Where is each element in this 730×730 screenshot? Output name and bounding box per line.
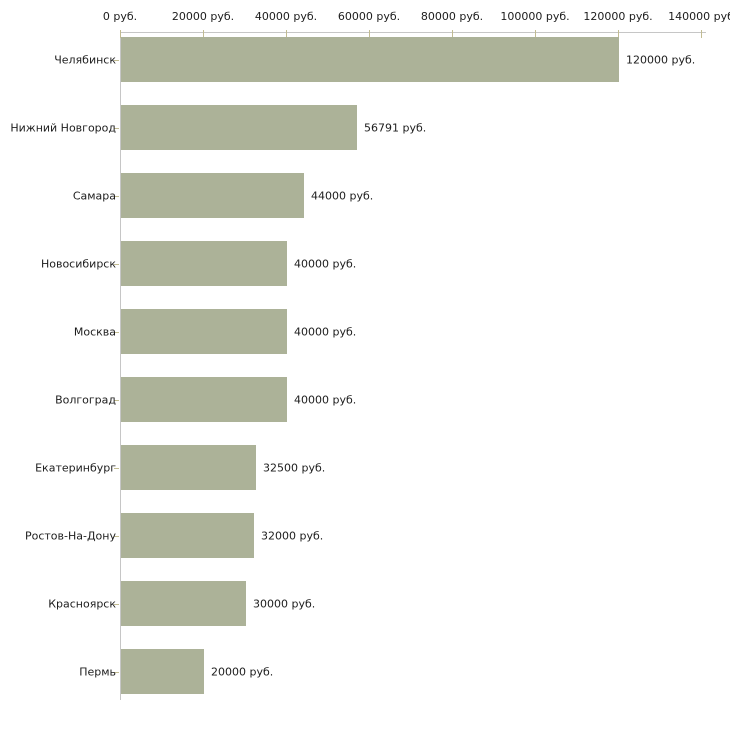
- bar: [121, 241, 287, 286]
- category-label: Челябинск: [54, 53, 116, 66]
- category-label: Самара: [72, 189, 116, 202]
- bar: [121, 37, 619, 82]
- bar: [121, 513, 254, 558]
- value-label: 32000 руб.: [261, 529, 324, 542]
- bar: [121, 581, 246, 626]
- y-tick-mark: [114, 196, 119, 197]
- category-label: Пермь: [79, 665, 116, 678]
- x-tick-mark: [535, 30, 536, 38]
- y-tick-mark: [114, 468, 119, 469]
- y-tick-mark: [114, 332, 119, 333]
- value-label: 32500 руб.: [263, 461, 326, 474]
- x-tick-label: 80000 руб.: [420, 10, 484, 23]
- x-tick-mark: [203, 30, 204, 38]
- value-label: 30000 руб.: [253, 597, 316, 610]
- bar: [121, 377, 287, 422]
- x-tick-mark: [369, 30, 370, 38]
- bar: [121, 309, 287, 354]
- y-tick-mark: [114, 400, 119, 401]
- bar: [121, 105, 357, 150]
- x-tick-mark: [618, 30, 619, 38]
- category-label: Москва: [73, 325, 116, 338]
- y-tick-mark: [114, 264, 119, 265]
- value-label: 44000 руб.: [311, 189, 374, 202]
- x-tick-mark: [120, 30, 121, 38]
- category-label: Екатеринбург: [35, 461, 116, 474]
- bar: [121, 173, 304, 218]
- x-tick-label: 120000 руб.: [583, 10, 653, 23]
- x-tick-label: 20000 руб.: [171, 10, 235, 23]
- x-axis-line: [120, 32, 706, 33]
- x-tick-label: 100000 руб.: [500, 10, 570, 23]
- value-label: 56791 руб.: [364, 121, 427, 134]
- value-label: 120000 руб.: [626, 53, 696, 66]
- y-tick-mark: [114, 60, 119, 61]
- bar: [121, 445, 256, 490]
- y-tick-mark: [114, 536, 119, 537]
- category-label: Волгоград: [55, 393, 116, 406]
- bar: [121, 649, 204, 694]
- value-label: 40000 руб.: [294, 325, 357, 338]
- y-tick-mark: [114, 128, 119, 129]
- value-label: 20000 руб.: [211, 665, 274, 678]
- x-tick-label: 0 руб.: [102, 10, 138, 23]
- x-tick-mark: [286, 30, 287, 38]
- y-tick-mark: [114, 604, 119, 605]
- x-tick-label: 40000 руб.: [254, 10, 318, 23]
- y-axis-line: [120, 32, 121, 700]
- x-tick-mark: [701, 30, 702, 38]
- category-label: Ростов-На-Дону: [24, 529, 116, 542]
- value-label: 40000 руб.: [294, 257, 357, 270]
- x-tick-mark: [452, 30, 453, 38]
- y-tick-mark: [114, 672, 119, 673]
- x-tick-label: 140000 руб: [668, 10, 730, 23]
- category-label: Красноярск: [48, 597, 116, 610]
- x-tick-label: 60000 руб.: [337, 10, 401, 23]
- category-label: Нижний Новгород: [10, 121, 116, 134]
- value-label: 40000 руб.: [294, 393, 357, 406]
- category-label: Новосибирск: [40, 257, 116, 270]
